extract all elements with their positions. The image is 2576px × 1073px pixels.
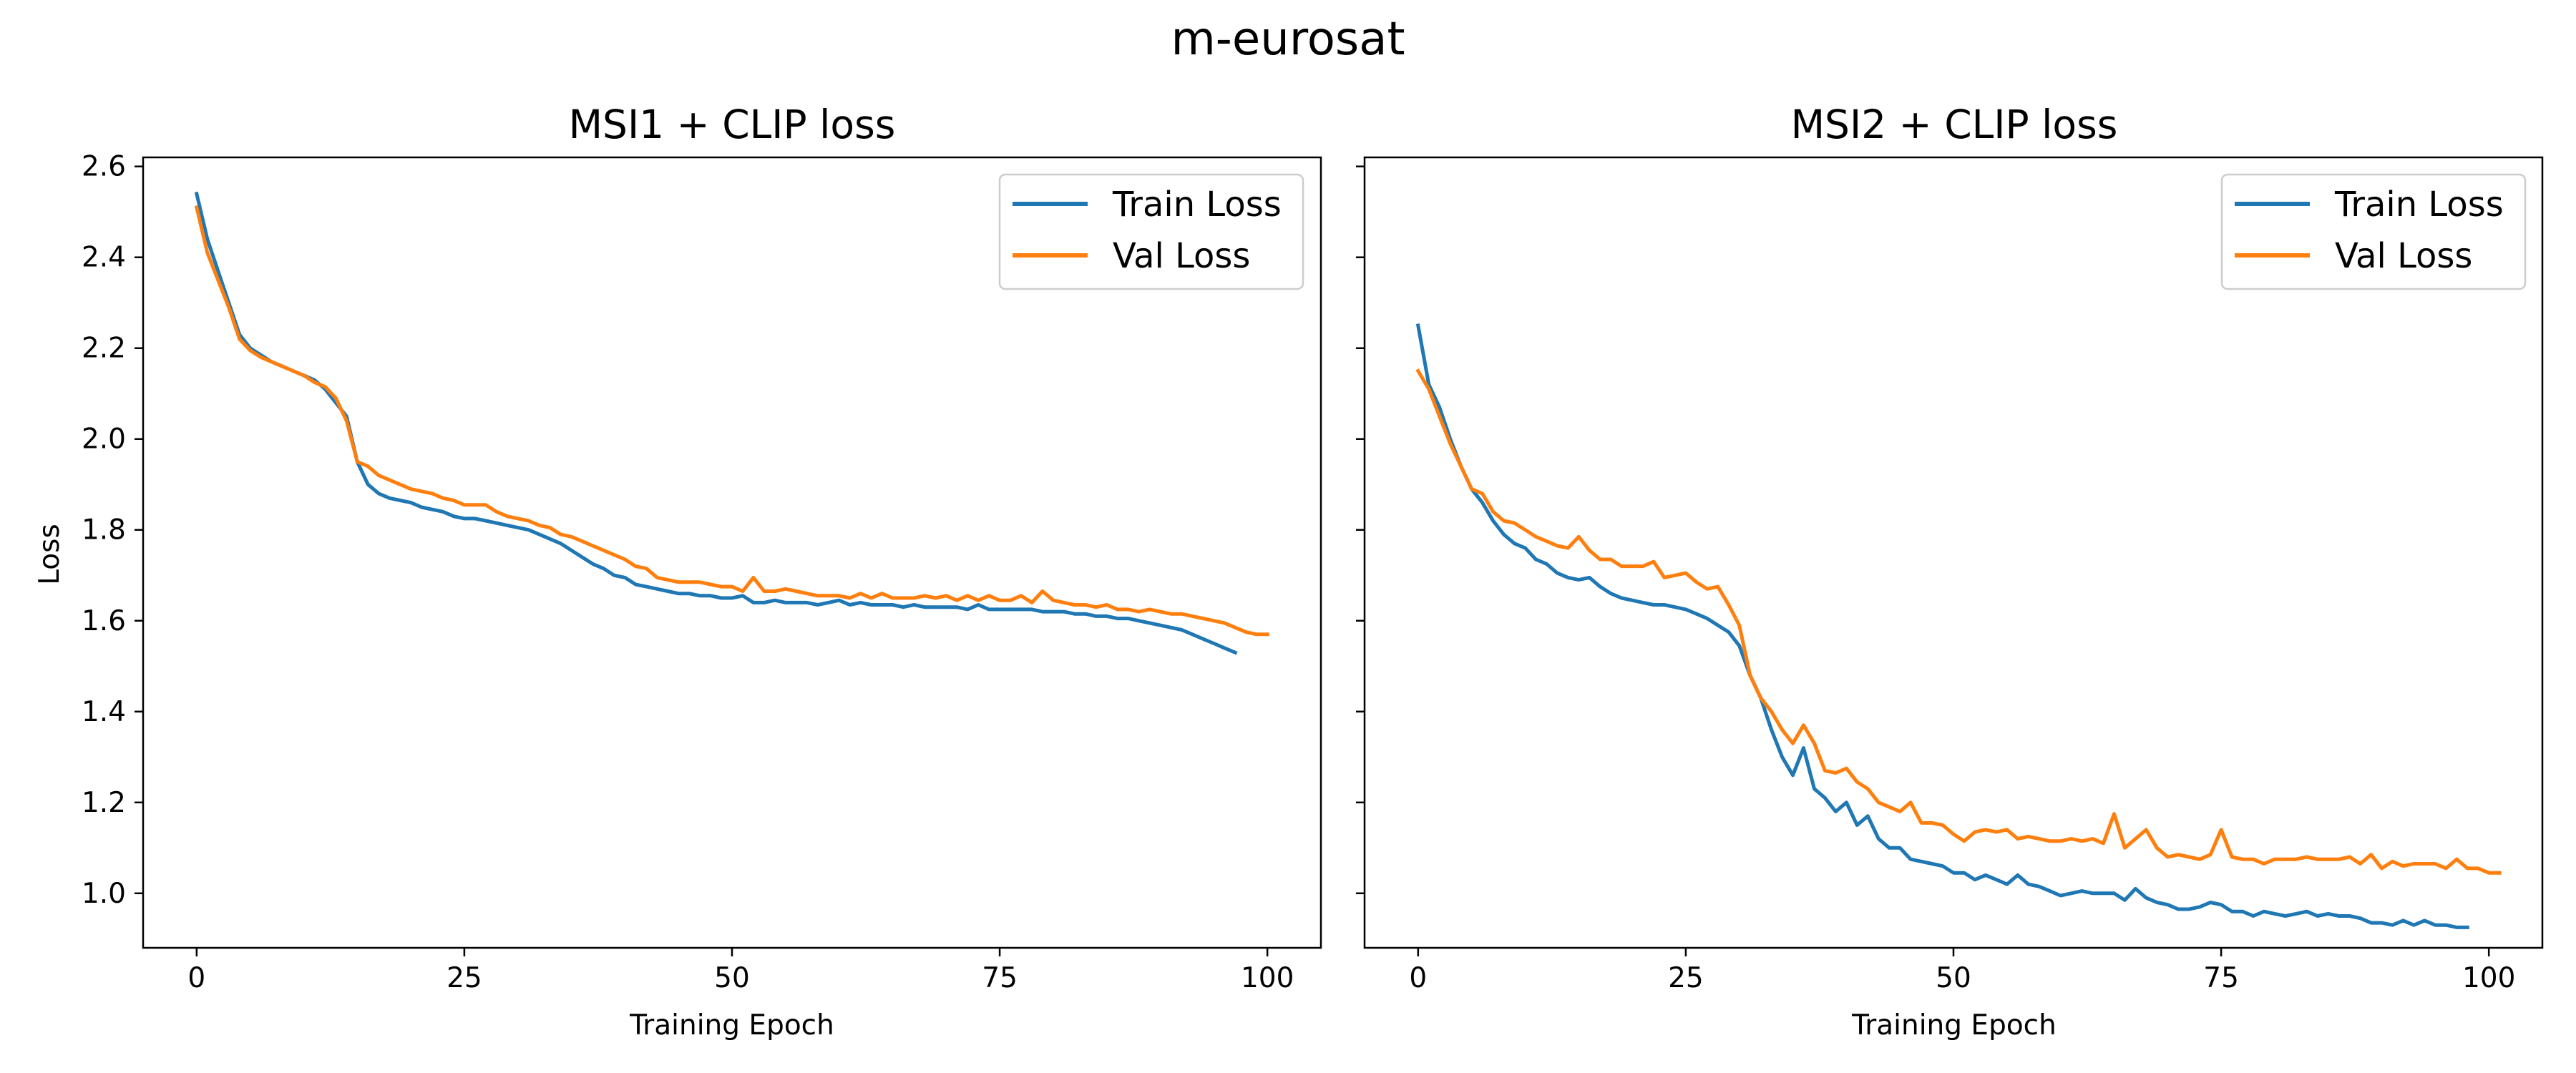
subplot-left: MSI1 + CLIP loss Training Epoch Loss 0 25… — [34, 102, 1322, 1042]
legend-val-label: Val Loss — [2335, 236, 2472, 276]
subplot-right-xlabel: Training Epoch — [1851, 1009, 2057, 1042]
subplot-left-ticks: 0 25 50 75 100 1.0 1.2 1.4 1.6 1.8 2.0 2.2 2.4 2.6 — [82, 151, 1294, 994]
subplot-right-lines — [1415, 323, 2502, 929]
x-tick-label: 50 — [714, 962, 750, 994]
subplot-right-title: MSI2 + CLIP loss — [1791, 102, 2118, 147]
x-tick-label: 75 — [2203, 962, 2239, 994]
y-tick-label: 1.4 — [82, 696, 126, 728]
val-loss-line — [1415, 368, 2502, 875]
y-tick-label: 2.2 — [82, 333, 126, 365]
subplot-right-legend: Train Loss Val Loss — [2220, 173, 2527, 290]
subplot-left-xlabel: Training Epoch — [629, 1009, 834, 1042]
subplot-left-ylabel: Loss — [34, 524, 66, 585]
x-tick-label: 100 — [1241, 962, 1294, 994]
x-tick-label: 0 — [187, 962, 205, 994]
subplot-right-ticks: 0 25 50 75 100 — [1356, 165, 2515, 994]
subplot-left-frame — [142, 156, 1322, 949]
y-tick-label: 1.0 — [82, 878, 126, 910]
legend-val-label: Val Loss — [1113, 236, 1250, 276]
y-tick-label: 2.6 — [82, 151, 126, 183]
x-tick-label: 75 — [982, 962, 1018, 994]
train-loss-line — [194, 191, 1238, 655]
x-tick-label: 50 — [1936, 962, 1971, 994]
subplot-right: MSI2 + CLIP loss Training Epoch 0 25 50 75 1… — [1356, 102, 2544, 1042]
val-loss-line — [194, 205, 1269, 637]
figure-title: m-eurosat — [1171, 13, 1405, 66]
subplot-left-legend: Train Loss Val Loss — [998, 173, 1304, 290]
subplot-left-lines — [194, 191, 1269, 655]
legend-train-label: Train Loss — [2334, 185, 2504, 225]
y-tick-label: 1.6 — [82, 605, 126, 637]
subplot-right-frame — [1363, 156, 2544, 949]
y-tick-label: 1.8 — [82, 514, 126, 547]
y-tick-label: 2.4 — [82, 242, 126, 274]
x-tick-label: 0 — [1409, 962, 1427, 994]
x-tick-label: 100 — [2462, 962, 2515, 994]
y-tick-label: 1.2 — [82, 787, 126, 819]
x-tick-label: 25 — [447, 962, 482, 994]
legend-train-label: Train Loss — [1112, 185, 1282, 225]
x-tick-label: 25 — [1668, 962, 1704, 994]
y-tick-label: 2.0 — [82, 423, 126, 456]
train-loss-line — [1415, 323, 2469, 929]
subplot-left-title: MSI1 + CLIP loss — [569, 102, 896, 147]
